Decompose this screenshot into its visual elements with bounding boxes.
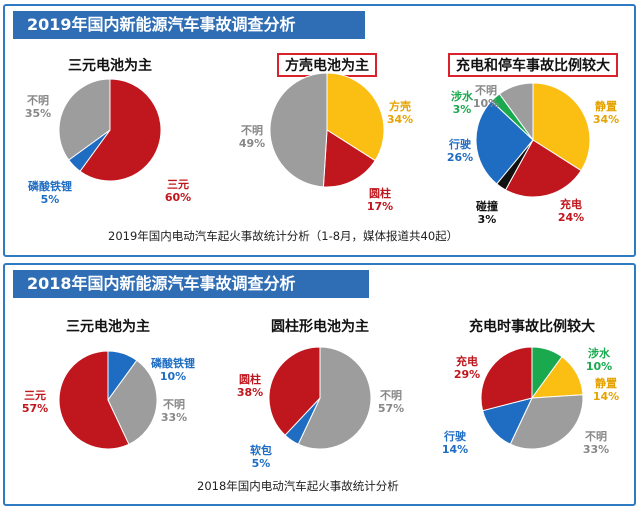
pie-slice-2 (509, 394, 584, 450)
chart-title: 充电时事故比例较大 (469, 318, 595, 335)
slice-label-name: 圆柱 (369, 186, 391, 200)
chart-title: 三元电池为主 (68, 57, 152, 74)
slice-label-name: 涉水 (588, 346, 611, 360)
pie-slice-2 (268, 346, 321, 436)
slice-label-name: 不明 (27, 94, 49, 107)
chart-title-box (448, 53, 618, 77)
slice-label-value: 26% (447, 151, 473, 164)
slice-label-name: 磷酸铁锂 (151, 356, 195, 370)
slice-label-name: 三元 (24, 389, 46, 402)
slice-label-name: 不明 (380, 389, 402, 402)
pie-slice-4 (480, 346, 533, 412)
panel-2018-title: 2018年国内新能源汽车事故调查分析 (13, 270, 369, 298)
pie-slice-3 (475, 100, 534, 185)
slice-label-name: 静置 (595, 99, 617, 113)
slice-label-name: 方壳 (389, 99, 411, 113)
pie-slice-1 (107, 359, 158, 446)
slice-label-value: 57% (378, 402, 404, 415)
slice-label-value: 24% (558, 211, 584, 224)
caption-2019: 2019年国内电动汽车起火事故统计分析（1-8月，媒体报道共40起） (108, 229, 459, 243)
slice-label-value: 3% (478, 213, 497, 226)
slice-label-name: 磷酸铁锂 (28, 179, 72, 193)
slice-label-value: 38% (237, 386, 263, 399)
chart-title: 方壳电池为主 (285, 57, 369, 74)
slice-label-value: 14% (593, 390, 619, 403)
slice-label-value: 10% (473, 97, 499, 110)
pie-slice-0 (297, 346, 372, 450)
pie-slice-5 (498, 82, 534, 142)
slice-label-value: 17% (367, 200, 393, 213)
slice-label-value: 33% (161, 411, 187, 424)
slice-label-value: 57% (22, 402, 48, 415)
slice-label-value: 5% (252, 457, 271, 470)
slice-label-value: 34% (387, 113, 413, 126)
slice-label-value: 5% (41, 193, 60, 206)
slice-label-value: 10% (586, 360, 612, 373)
slice-label-value: 34% (593, 113, 619, 126)
pie-slice-2 (58, 78, 111, 161)
slice-label-value: 33% (583, 443, 609, 456)
pie-slice-2 (58, 350, 130, 450)
slice-label-name: 行驶 (443, 429, 467, 443)
slice-label-name: 不明 (475, 84, 497, 97)
slice-label-value: 35% (25, 107, 51, 120)
slice-label-name: 碰撞 (476, 199, 498, 213)
slice-label-name: 充电 (560, 197, 582, 211)
panel-2019-title: 2019年国内新能源汽车事故调查分析 (13, 11, 365, 39)
slice-label-name: 行驶 (448, 137, 472, 151)
chart-title: 充电和停车事故比例较大 (456, 57, 610, 74)
slice-label-name: 静置 (595, 376, 617, 390)
slice-label-name: 不明 (241, 124, 263, 137)
slice-label-value: 49% (239, 137, 265, 150)
slice-label-name: 充电 (456, 354, 478, 368)
slice-label-name: 三元 (167, 178, 189, 191)
pie-slice-2 (269, 72, 328, 188)
slice-label-value: 60% (165, 191, 191, 204)
pie-slice-0 (79, 78, 162, 182)
slice-label-value: 10% (160, 370, 186, 383)
slice-label-name: 软包 (250, 443, 272, 457)
slice-label-value: 3% (453, 103, 472, 116)
chart-title: 三元电池为主 (66, 318, 150, 335)
slice-label-name: 不明 (585, 430, 607, 443)
chart-title: 圆柱形电池为主 (271, 318, 369, 335)
slice-label-name: 圆柱 (239, 372, 261, 386)
caption-2018: 2018年国内电动汽车起火事故统计分析 (197, 479, 399, 493)
pie-slice-1 (504, 139, 582, 198)
slice-label-name: 涉水 (451, 89, 474, 103)
slice-label-value: 14% (442, 443, 468, 456)
pie-slice-1 (322, 129, 376, 188)
slice-label-value: 29% (454, 368, 480, 381)
slice-label-name: 不明 (163, 398, 185, 411)
